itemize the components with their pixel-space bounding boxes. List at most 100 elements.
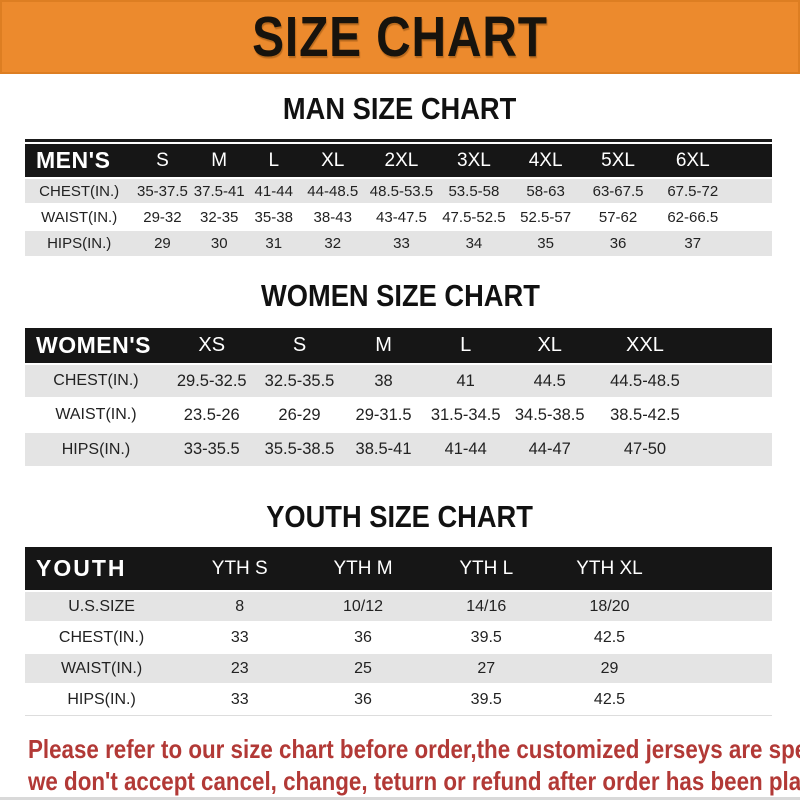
size-cell: 44.5-48.5 bbox=[592, 363, 698, 398]
size-cell: 32-35 bbox=[191, 203, 247, 230]
size-cell: 48.5-53.5 bbox=[364, 177, 439, 204]
size-cell: 14/16 bbox=[424, 590, 548, 622]
size-cell: 34.5-38.5 bbox=[506, 397, 593, 432]
size-column-header: YTH XL bbox=[576, 557, 643, 579]
size-cell: 47.5-52.5 bbox=[438, 203, 510, 230]
size-cell: 41-44 bbox=[246, 177, 301, 204]
size-cell: 8 bbox=[178, 590, 302, 622]
size-column-header: S bbox=[292, 334, 307, 356]
banner-title: SIZE CHART bbox=[252, 5, 548, 69]
row-label: HIPS(IN.) bbox=[25, 431, 167, 466]
row-label: WAIST(IN.) bbox=[25, 203, 134, 230]
spacer-cell bbox=[671, 652, 772, 684]
size-column-header: 2XL bbox=[384, 149, 419, 171]
men-section-heading: MAN SIZE CHART bbox=[0, 74, 800, 139]
size-cell: 38-43 bbox=[300, 203, 365, 230]
footer-line1-text: Please refer to our size chart before or… bbox=[28, 733, 800, 764]
youth-chest-row: CHEST(IN.) 33 36 39.5 42.5 bbox=[25, 621, 772, 653]
youth-section-heading-text: YOUTH SIZE CHART bbox=[266, 499, 534, 534]
men-waist-row: WAIST(IN.) 29-32 32-35 35-38 38-43 43-47… bbox=[25, 203, 772, 230]
size-cell: 41-44 bbox=[424, 431, 507, 466]
men-section-heading-text: MAN SIZE CHART bbox=[283, 91, 517, 126]
size-cell: 29.5-32.5 bbox=[166, 363, 257, 398]
spacer-cell bbox=[671, 621, 772, 653]
size-column-header: L bbox=[460, 334, 472, 356]
size-cell: 26-29 bbox=[256, 397, 343, 432]
size-cell: 33 bbox=[178, 621, 302, 653]
size-column-header: M bbox=[211, 149, 228, 171]
footer-disclaimer-line1: Please refer to our size chart before or… bbox=[28, 734, 800, 766]
women-waist-row: WAIST(IN.) 23.5-26 26-29 29-31.5 31.5-34… bbox=[25, 397, 772, 432]
youth-waist-row: WAIST(IN.) 23 25 27 29 bbox=[25, 652, 772, 684]
row-label: HIPS(IN.) bbox=[25, 229, 134, 256]
youth-size-table: YOUTH YTH S YTH M YTH L YTH XL U.S.SIZE … bbox=[25, 547, 772, 716]
size-cell: 27 bbox=[424, 652, 548, 684]
size-cell: 62-66.5 bbox=[654, 203, 731, 230]
size-cell: 58-63 bbox=[509, 177, 582, 204]
size-cell: 23.5-26 bbox=[166, 397, 257, 432]
spacer-cell bbox=[730, 229, 772, 256]
size-cell: 35-38 bbox=[246, 203, 301, 230]
size-cell: 37.5-41 bbox=[191, 177, 247, 204]
size-cell: 36 bbox=[301, 683, 425, 716]
size-cell: 42.5 bbox=[547, 621, 672, 653]
women-chest-row: CHEST(IN.) 29.5-32.5 32.5-35.5 38 41 44.… bbox=[25, 363, 772, 398]
youth-section-heading: YOUTH SIZE CHART bbox=[0, 466, 800, 547]
size-cell: 36 bbox=[301, 621, 425, 653]
row-label: CHEST(IN.) bbox=[25, 621, 179, 653]
size-cell: 31.5-34.5 bbox=[424, 397, 507, 432]
youth-corner-label: YOUTH bbox=[36, 555, 127, 581]
size-cell: 10/12 bbox=[301, 590, 425, 622]
size-cell: 30 bbox=[191, 229, 247, 256]
size-cell: 29 bbox=[547, 652, 672, 684]
size-column-header: 3XL bbox=[457, 149, 491, 171]
size-column-header: YTH S bbox=[211, 557, 268, 579]
size-cell: 23 bbox=[178, 652, 302, 684]
size-cell: 38 bbox=[342, 363, 425, 398]
size-cell: 34 bbox=[438, 229, 510, 256]
size-cell: 47-50 bbox=[592, 431, 698, 466]
men-chest-row: CHEST(IN.) 35-37.5 37.5-41 41-44 44-48.5… bbox=[25, 177, 772, 204]
size-column-header: XS bbox=[198, 334, 226, 356]
size-cell: 63-67.5 bbox=[581, 177, 655, 204]
youth-ussize-row: U.S.SIZE 8 10/12 14/16 18/20 bbox=[25, 590, 772, 622]
men-size-table-wrapper: MEN'S S M L XL 2XL 3XL 4XL 5XL 6XL CHEST… bbox=[25, 139, 772, 256]
size-cell: 44.5 bbox=[506, 363, 593, 398]
size-cell: 39.5 bbox=[424, 683, 548, 716]
size-cell: 38.5-41 bbox=[342, 431, 425, 466]
size-cell: 35.5-38.5 bbox=[256, 431, 343, 466]
size-cell: 37 bbox=[654, 229, 731, 256]
size-column-header: YTH L bbox=[459, 557, 514, 579]
size-cell: 53.5-58 bbox=[438, 177, 510, 204]
size-cell: 52.5-57 bbox=[509, 203, 582, 230]
youth-hips-row: HIPS(IN.) 33 36 39.5 42.5 bbox=[25, 683, 772, 716]
size-column-header: XL bbox=[537, 334, 562, 356]
footer-disclaimer: Please refer to our size chart before or… bbox=[0, 716, 800, 798]
size-cell: 33 bbox=[178, 683, 302, 716]
size-cell: 57-62 bbox=[581, 203, 655, 230]
size-cell: 35-37.5 bbox=[133, 177, 192, 204]
size-column-header: 5XL bbox=[601, 149, 635, 171]
row-label: WAIST(IN.) bbox=[25, 397, 167, 432]
men-corner-label: MEN'S bbox=[36, 147, 111, 173]
men-header-row: MEN'S S M L XL 2XL 3XL 4XL 5XL 6XL bbox=[25, 144, 772, 178]
spacer-cell bbox=[671, 547, 772, 591]
size-cell: 29-31.5 bbox=[342, 397, 425, 432]
footer-disclaimer-line2: we don't accept cancel, change, teturn o… bbox=[28, 766, 800, 798]
size-cell: 18/20 bbox=[547, 590, 672, 622]
spacer-cell bbox=[697, 363, 772, 398]
size-column-header: 4XL bbox=[528, 149, 563, 171]
size-column-header: 6XL bbox=[675, 149, 710, 171]
footer-line2-text: we don't accept cancel, change, teturn o… bbox=[28, 765, 800, 796]
youth-size-table-wrapper: YOUTH YTH S YTH M YTH L YTH XL U.S.SIZE … bbox=[25, 547, 772, 716]
spacer-cell bbox=[671, 590, 772, 622]
spacer-cell bbox=[731, 144, 772, 178]
row-label: HIPS(IN.) bbox=[25, 683, 179, 716]
spacer-cell bbox=[730, 203, 772, 230]
size-column-header: L bbox=[268, 149, 280, 171]
size-cell: 32 bbox=[300, 229, 365, 256]
size-cell: 33 bbox=[364, 229, 439, 256]
youth-header-row: YOUTH YTH S YTH M YTH L YTH XL bbox=[25, 547, 772, 591]
women-header-row: WOMEN'S XS S M L XL XXL bbox=[25, 328, 772, 364]
size-cell: 41 bbox=[424, 363, 507, 398]
